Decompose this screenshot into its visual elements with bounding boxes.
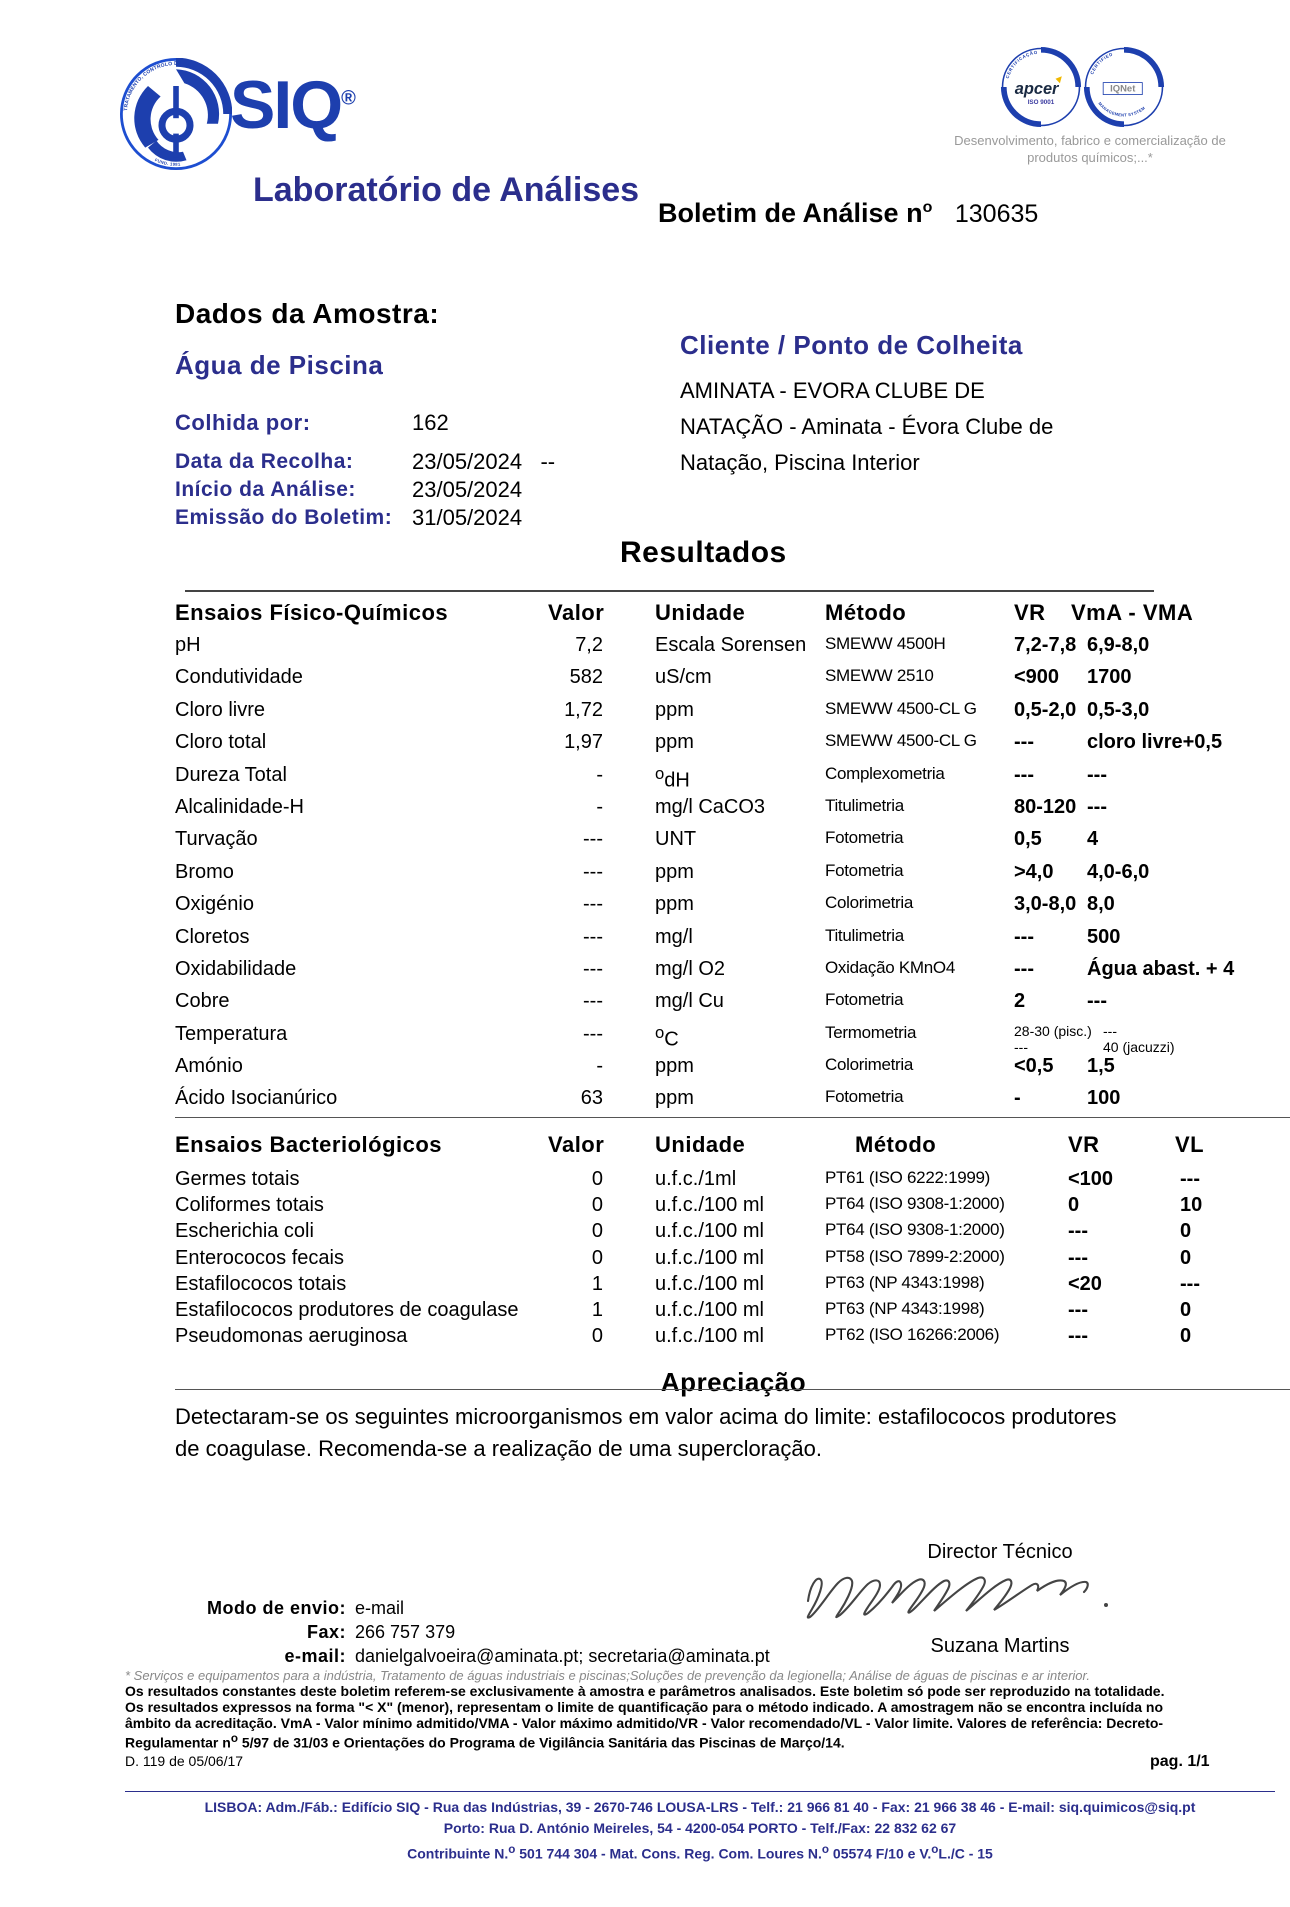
svg-text:MANAGEMENT SYSTEM: MANAGEMENT SYSTEM bbox=[1097, 101, 1146, 118]
svg-text:ISO 9001: ISO 9001 bbox=[1028, 99, 1055, 106]
svg-text:apcer: apcer bbox=[1015, 80, 1060, 98]
svg-text:IQNet: IQNet bbox=[1110, 83, 1136, 94]
